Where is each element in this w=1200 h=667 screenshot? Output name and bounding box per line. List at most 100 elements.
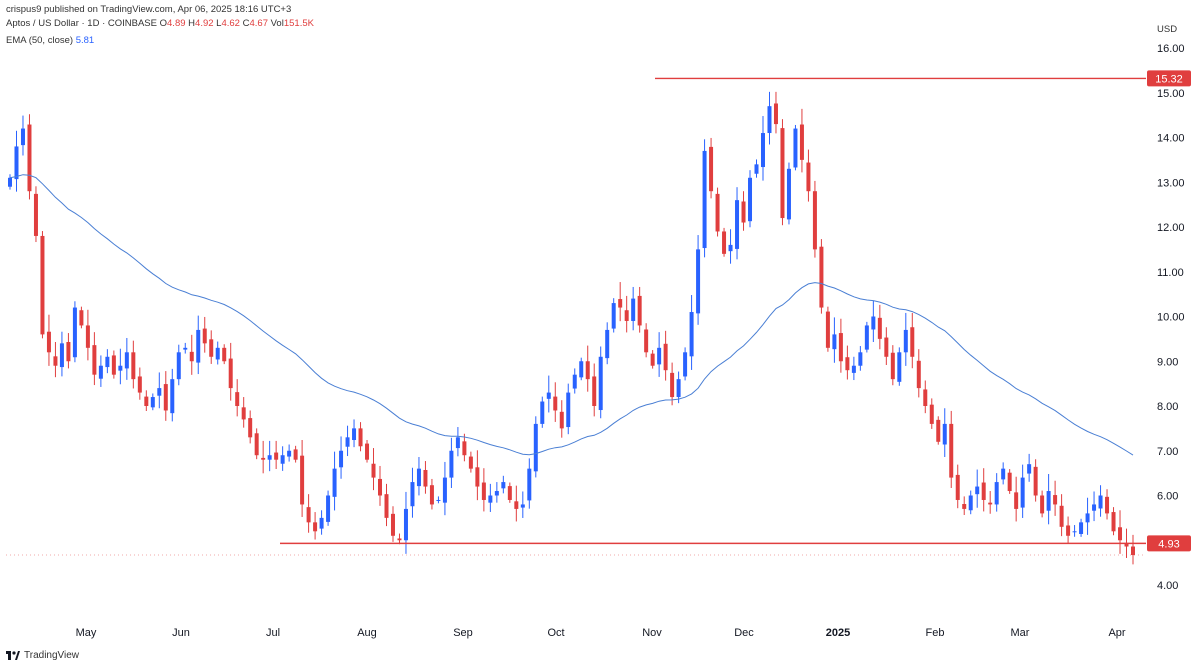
candle-body <box>624 310 629 321</box>
y-tick-label: 6.00 <box>1157 491 1178 503</box>
candle-body <box>196 329 201 363</box>
candle-body <box>215 347 220 360</box>
open-value: 4.89 <box>167 18 186 29</box>
candle-body <box>618 299 623 308</box>
candle-body <box>1098 495 1103 509</box>
candle-body <box>507 486 512 500</box>
candle-body <box>793 128 798 168</box>
candle-body <box>33 193 38 236</box>
candle-body <box>786 168 791 220</box>
candle-body <box>105 356 110 368</box>
y-tick-label: 16.00 <box>1157 43 1185 55</box>
candle-body <box>228 358 233 389</box>
candle-body <box>150 397 155 408</box>
x-tick-label: Oct <box>547 627 564 639</box>
candle-body <box>715 193 720 232</box>
candle-body <box>553 396 558 411</box>
candle-body <box>436 499 441 501</box>
x-tick-label: 2025 <box>826 627 850 639</box>
ema-legend: EMA (50, close) 5.81 <box>6 35 94 46</box>
candle-body <box>468 456 473 469</box>
candle-body <box>540 401 545 424</box>
candle-body <box>144 396 149 406</box>
candle-body <box>59 343 64 368</box>
level-price-tag <box>1147 535 1191 552</box>
candle-body <box>378 478 383 496</box>
candle-body <box>709 146 714 192</box>
candle-body <box>1020 477 1025 508</box>
candle-body <box>241 407 246 420</box>
x-tick-label: Jun <box>172 627 190 639</box>
candle-body <box>27 124 32 192</box>
open-label: O <box>159 18 168 29</box>
level-price-label: 4.93 <box>1158 538 1179 550</box>
candle-body <box>1014 492 1019 509</box>
close-label: C <box>242 18 250 29</box>
candle-body <box>339 450 344 468</box>
candle-body <box>1066 525 1071 536</box>
candle-body <box>455 437 460 449</box>
candle-body <box>546 392 551 399</box>
candle-body <box>183 347 188 350</box>
level-price-label: 15.32 <box>1155 73 1183 85</box>
candle-body <box>14 146 19 180</box>
candle-body <box>1131 546 1135 556</box>
candle-body <box>514 501 519 509</box>
x-tick-label: Feb <box>926 627 945 639</box>
high-value: 4.92 <box>195 18 214 29</box>
candle-body <box>254 433 259 456</box>
candle-body <box>313 522 318 532</box>
candle-body <box>864 325 869 350</box>
candle-body <box>988 502 993 505</box>
candle-body <box>449 450 454 478</box>
brand-label: TradingView <box>24 650 80 661</box>
candle-body <box>981 482 986 500</box>
candle-body <box>403 508 408 541</box>
candle-body <box>735 200 740 249</box>
candle-body <box>410 482 415 507</box>
candle-body <box>773 103 778 125</box>
candle-body <box>832 334 837 350</box>
candle-body <box>1040 495 1045 514</box>
candle-body <box>442 477 447 503</box>
candle-body <box>1033 466 1038 496</box>
candle-body <box>293 449 298 460</box>
candle-body <box>40 235 45 335</box>
low-value: 4.62 <box>221 18 240 29</box>
ema-label: EMA (50, close) <box>6 35 74 46</box>
candle-body <box>488 495 493 503</box>
candle-body <box>494 491 499 496</box>
candle-body <box>585 361 590 380</box>
candle-body <box>72 307 77 358</box>
candle-body <box>825 311 830 348</box>
candle-body <box>689 312 694 357</box>
candle-body <box>877 317 882 339</box>
ema-line <box>9 174 1134 456</box>
candle-body <box>358 428 363 447</box>
candle-body <box>923 389 928 406</box>
candle-body <box>806 162 811 192</box>
candle-body <box>559 411 564 429</box>
candle-body <box>306 507 311 523</box>
candle-body <box>202 328 207 344</box>
candle-body <box>176 352 181 380</box>
candle-body <box>592 376 597 406</box>
candle-body <box>1072 531 1077 533</box>
candle-body <box>1007 472 1012 492</box>
y-tick-label: 11.00 <box>1157 267 1184 279</box>
candle-body <box>66 342 71 362</box>
candle-body <box>696 249 701 314</box>
candle-body <box>111 355 116 375</box>
candle-body <box>8 177 12 187</box>
candle-body <box>611 303 616 329</box>
candle-body <box>53 356 58 366</box>
candle-body <box>287 450 292 457</box>
currency-label: USD <box>1157 24 1178 35</box>
candle-body <box>20 128 25 146</box>
y-tick-label: 12.00 <box>1157 222 1185 234</box>
candle-body <box>728 244 733 252</box>
candle-body <box>235 392 240 406</box>
candle-body <box>910 327 915 357</box>
candle-body <box>644 329 649 353</box>
